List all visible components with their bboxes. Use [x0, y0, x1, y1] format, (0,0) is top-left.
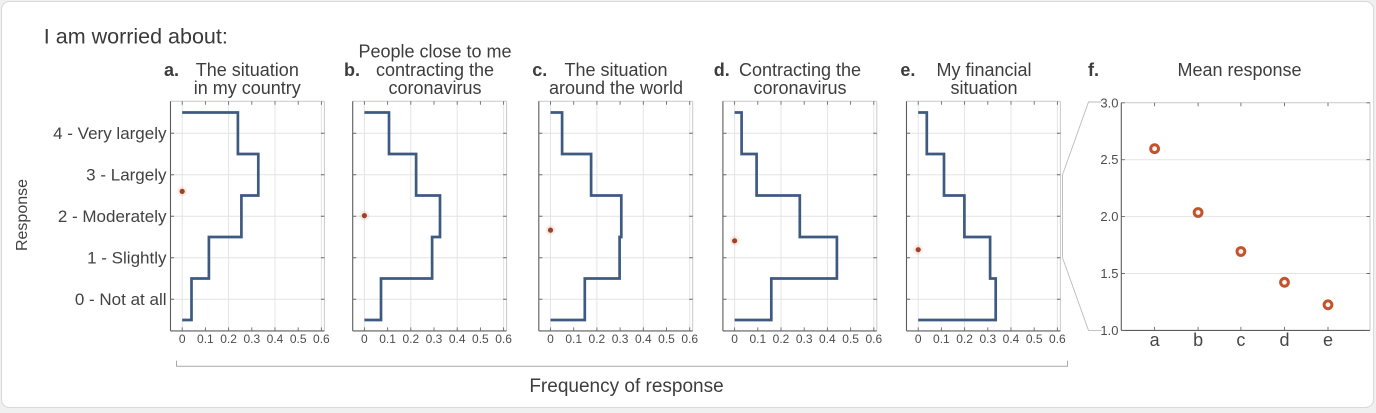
- svg-text:3 - Largely: 3 - Largely: [86, 165, 167, 184]
- svg-text:0.4: 0.4: [449, 332, 466, 346]
- svg-text:a.: a.: [164, 60, 179, 80]
- svg-text:f.: f.: [1088, 60, 1099, 80]
- svg-text:0.1: 0.1: [565, 332, 582, 346]
- svg-text:c.: c.: [532, 60, 547, 80]
- svg-text:0.4: 0.4: [1003, 332, 1020, 346]
- svg-text:b: b: [1193, 330, 1203, 350]
- svg-text:4 - Very largely: 4 - Very largely: [53, 124, 167, 143]
- svg-text:0.3: 0.3: [243, 332, 260, 346]
- svg-text:0.4: 0.4: [635, 332, 652, 346]
- svg-text:The situation: The situation: [196, 60, 299, 80]
- svg-text:e.: e.: [900, 60, 915, 80]
- svg-text:1 - Slightly: 1 - Slightly: [87, 248, 167, 267]
- svg-text:0.4: 0.4: [819, 332, 836, 346]
- svg-text:0: 0: [547, 332, 554, 346]
- svg-text:contracting the: contracting the: [376, 60, 494, 80]
- svg-text:1.5: 1.5: [1100, 266, 1118, 281]
- svg-text:0.1: 0.1: [749, 332, 766, 346]
- svg-text:0.6: 0.6: [681, 332, 698, 346]
- svg-text:0.3: 0.3: [612, 332, 629, 346]
- svg-text:e: e: [1323, 330, 1333, 350]
- svg-text:The situation: The situation: [564, 60, 667, 80]
- svg-text:Frequency of response: Frequency of response: [529, 376, 723, 397]
- svg-text:0: 0: [915, 332, 922, 346]
- svg-text:Contracting the: Contracting the: [739, 60, 861, 80]
- svg-text:0.1: 0.1: [197, 332, 214, 346]
- svg-text:0.2: 0.2: [956, 332, 973, 346]
- svg-text:0.4: 0.4: [267, 332, 284, 346]
- svg-text:0.3: 0.3: [796, 332, 813, 346]
- svg-text:d: d: [1279, 330, 1289, 350]
- svg-text:2 - Moderately: 2 - Moderately: [58, 207, 167, 226]
- svg-text:0: 0: [179, 332, 186, 346]
- svg-text:0.5: 0.5: [842, 332, 859, 346]
- svg-text:2.5: 2.5: [1100, 152, 1118, 167]
- svg-text:d.: d.: [714, 60, 730, 80]
- svg-text:0.2: 0.2: [402, 332, 419, 346]
- svg-text:0.1: 0.1: [379, 332, 396, 346]
- svg-text:0.6: 0.6: [313, 332, 330, 346]
- svg-text:0.3: 0.3: [979, 332, 996, 346]
- svg-text:around the world: around the world: [549, 78, 683, 98]
- svg-text:0.3: 0.3: [426, 332, 443, 346]
- svg-text:0.6: 0.6: [495, 332, 512, 346]
- svg-text:0.1: 0.1: [933, 332, 950, 346]
- svg-text:c: c: [1236, 330, 1245, 350]
- svg-text:2.0: 2.0: [1100, 209, 1118, 224]
- svg-text:0.5: 0.5: [290, 332, 307, 346]
- svg-text:0.5: 0.5: [658, 332, 675, 346]
- svg-text:situation: situation: [950, 78, 1017, 98]
- svg-text:0.5: 0.5: [472, 332, 489, 346]
- svg-text:My financial: My financial: [936, 60, 1031, 80]
- svg-text:0: 0: [731, 332, 738, 346]
- svg-text:Mean response: Mean response: [1177, 60, 1301, 80]
- svg-text:0.6: 0.6: [1049, 332, 1066, 346]
- svg-text:coronavirus: coronavirus: [753, 78, 846, 98]
- svg-text:a: a: [1150, 330, 1161, 350]
- svg-text:0.2: 0.2: [589, 332, 606, 346]
- svg-text:coronavirus: coronavirus: [388, 78, 481, 98]
- svg-text:People close to me: People close to me: [358, 42, 511, 62]
- svg-text:0.6: 0.6: [865, 332, 882, 346]
- svg-text:b.: b.: [344, 60, 360, 80]
- svg-text:0: 0: [361, 332, 368, 346]
- svg-text:0.2: 0.2: [773, 332, 790, 346]
- svg-text:0 - Not at all: 0 - Not at all: [75, 290, 167, 309]
- svg-text:0.5: 0.5: [1026, 332, 1043, 346]
- svg-text:0.2: 0.2: [220, 332, 237, 346]
- svg-text:Response: Response: [14, 179, 31, 251]
- svg-text:I am worried about:: I am worried about:: [44, 24, 228, 48]
- svg-text:1.0: 1.0: [1100, 323, 1118, 338]
- svg-text:3.0: 3.0: [1100, 95, 1118, 110]
- svg-text:in my country: in my country: [194, 78, 301, 98]
